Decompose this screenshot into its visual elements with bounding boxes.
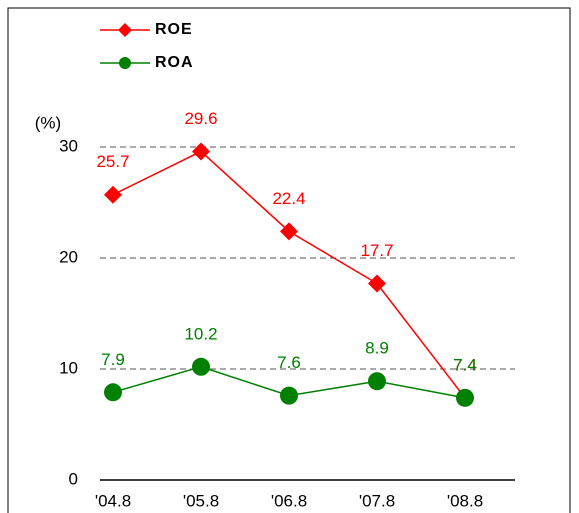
point [104,185,122,204]
y-tick-label: 30 [59,136,78,155]
legend-marker [118,23,132,37]
x-tick-label: '05.8 [183,491,219,510]
data-label: 7.6 [277,353,301,372]
chart-frame [7,7,571,513]
point [192,142,210,161]
point [280,222,298,241]
point [368,372,386,391]
data-label: 17.7 [360,241,393,260]
data-label: 25.7 [96,152,129,171]
point [104,383,122,402]
y-tick-label: 0 [69,469,78,488]
x-tick-label: '07.8 [359,491,395,510]
x-tick-label: '06.8 [271,491,307,510]
point [192,357,210,376]
x-tick-label: '08.8 [447,491,483,510]
legend-marker [119,57,131,69]
y-axis-label: (%) [35,113,61,132]
y-tick-label: 10 [59,358,78,377]
data-label: 22.4 [272,189,305,208]
data-label: 7.9 [101,350,125,369]
data-label: 7.4 [453,355,477,374]
data-label: 8.9 [365,339,389,358]
x-tick-label: '04.8 [95,491,131,510]
data-label: 10.2 [184,324,217,343]
data-label: 29.6 [184,109,217,128]
data-label: 7.4 [453,355,477,374]
y-tick-label: 20 [59,247,78,266]
legend-text: ROA [155,54,194,71]
legend-text: ROE [155,21,193,38]
point [280,386,298,405]
point [368,274,386,293]
point [456,388,474,407]
